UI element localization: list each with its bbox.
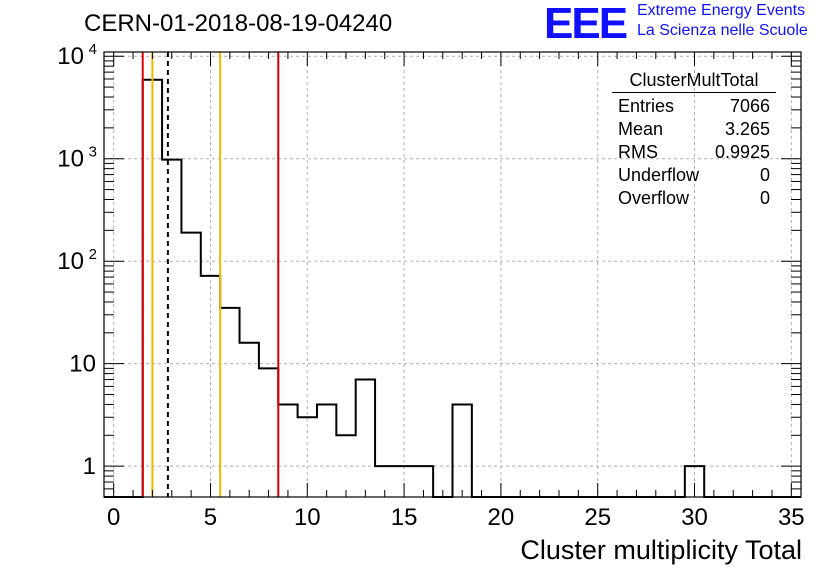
logo-line-1: Extreme Energy Events: [637, 2, 806, 19]
histogram-bin: [240, 343, 259, 497]
histogram-bin: [278, 404, 297, 497]
y-tick-exponent: 4: [89, 41, 97, 58]
histogram-bin: [162, 160, 181, 497]
y-tick-exponent: 3: [89, 144, 97, 161]
x-tick-label: 25: [584, 504, 611, 531]
x-tick-label: 5: [204, 504, 217, 531]
axis-ticks: [104, 52, 801, 498]
y-tick-label: 10: [57, 248, 84, 275]
histogram-bin: [220, 308, 239, 497]
stats-value: 0: [759, 188, 770, 208]
histogram-bin: [317, 404, 336, 497]
y-tick-exponent: 2: [89, 246, 97, 263]
x-tick-label: 35: [778, 504, 805, 531]
stats-row: Underflow 0: [612, 164, 776, 187]
stats-box: ClusterMultTotal Entries 7066 Mean 3.265 R…: [612, 70, 776, 210]
x-tick-label: 20: [488, 504, 515, 531]
x-tick-label: 30: [681, 504, 708, 531]
x-tick-label: 10: [294, 504, 321, 531]
histogram-bin: [259, 368, 278, 497]
stats-label: Entries: [618, 96, 675, 116]
stats-row: Overflow 0: [612, 187, 776, 210]
stats-row: RMS 0.9925: [612, 141, 776, 164]
x-axis-label: Cluster multiplicity Total: [520, 535, 802, 565]
histogram-bin: [201, 276, 220, 497]
tick-labels: 0 5 10 15 20 25 30 35 1 10 10 2 10 3 10 4: [57, 41, 804, 531]
eee-logo: EEE: [544, 0, 628, 48]
stats-row: Entries 7066: [612, 95, 776, 118]
y-tick-label: 10: [57, 146, 84, 173]
plot-title: CERN-01-2018-08-19-04240: [84, 10, 393, 37]
stats-label: Mean: [618, 119, 664, 139]
logo-line-2: La Scienza nelle Scuole: [637, 22, 808, 39]
stats-value: 3.265: [724, 119, 770, 139]
histogram-bin: [356, 380, 375, 497]
histogram-bin: [453, 404, 472, 497]
stats-value: 0.9925: [714, 142, 770, 162]
y-tick-label: 1: [83, 453, 96, 480]
histogram-bin: [181, 233, 200, 497]
y-tick-label: 10: [57, 43, 84, 70]
stats-title: ClusterMultTotal: [612, 70, 776, 93]
y-tick-label: 10: [69, 351, 96, 378]
stats-value: 7066: [729, 96, 770, 116]
stats-row: Mean 3.265: [612, 118, 776, 141]
plot-frame: [103, 51, 802, 498]
marker-lines: [141, 52, 280, 497]
x-tick-label: 15: [391, 504, 418, 531]
stats-label: Underflow: [618, 165, 700, 185]
stats-label: RMS: [618, 142, 658, 162]
stats-label: Overflow: [618, 188, 690, 208]
x-tick-label: 0: [107, 504, 120, 531]
stats-value: 0: [759, 165, 770, 185]
